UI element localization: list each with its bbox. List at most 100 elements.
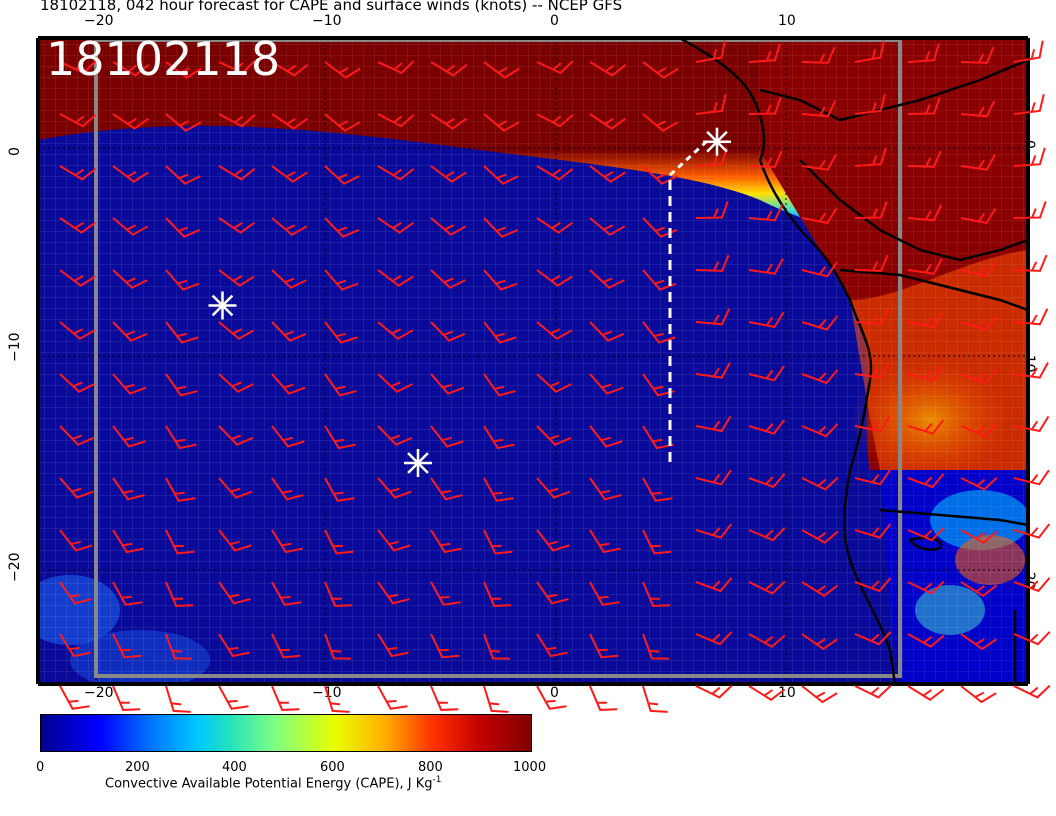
wind-barb <box>59 685 90 710</box>
wind-barb <box>907 150 942 168</box>
wind-barb <box>1013 684 1051 699</box>
wind-barb <box>165 633 192 660</box>
wind-barb <box>748 580 786 595</box>
wind-barb <box>271 529 303 554</box>
lon-tick-top: −20 <box>84 13 114 29</box>
wind-barb <box>430 61 468 77</box>
wind-barb <box>536 529 570 552</box>
wind-barb <box>59 373 95 393</box>
graticule <box>38 38 1028 684</box>
wind-barb <box>165 477 196 502</box>
wind-barb <box>695 147 728 167</box>
wind-barb <box>536 581 569 605</box>
wind-barb <box>59 425 95 446</box>
wind-barb <box>324 581 353 607</box>
wind-barb <box>430 685 459 711</box>
wind-barb <box>112 581 143 606</box>
colorbar-tick: 200 <box>125 760 150 775</box>
coastline <box>679 36 1029 685</box>
wind-barb <box>536 373 572 393</box>
wind-barb <box>695 415 732 433</box>
colorbar-tick: 800 <box>418 760 443 775</box>
wind-barb <box>218 321 255 340</box>
wind-barb <box>748 97 782 115</box>
wind-barb <box>536 685 567 710</box>
wind-barb <box>695 684 733 699</box>
wind-barb <box>218 529 252 552</box>
wind-barb <box>695 631 733 646</box>
wind-barb <box>854 469 891 486</box>
star-marker-2 <box>208 291 237 320</box>
wind-barb <box>960 261 997 278</box>
wind-barb <box>377 60 415 75</box>
wind-barb <box>589 217 626 236</box>
wind-barb <box>165 529 195 555</box>
wind-barb <box>801 423 839 438</box>
wind-barb <box>112 529 144 554</box>
wind-barb <box>377 685 408 710</box>
wind-barb <box>642 217 678 238</box>
wind-barb <box>960 315 998 331</box>
colorbar <box>40 714 532 752</box>
wind-barb <box>377 529 411 552</box>
wind-barb <box>483 217 519 238</box>
wind-barb <box>377 581 410 605</box>
wind-barb <box>165 425 197 450</box>
wind-barb <box>59 321 96 340</box>
wind-barb <box>1013 201 1047 219</box>
wind-barb <box>854 40 885 63</box>
wind-barb <box>907 365 944 382</box>
wind-barb <box>854 308 890 326</box>
wind-barb <box>1013 40 1044 63</box>
map-title: 18102118, 042 hour forecast for CAPE and… <box>40 0 623 14</box>
wind-barb <box>589 321 625 342</box>
wind-barb <box>801 529 839 544</box>
wind-barb <box>483 61 520 79</box>
wind-barb <box>218 477 253 499</box>
wind-barb <box>642 321 676 344</box>
wind-barb <box>589 685 618 711</box>
wind-barb <box>642 685 668 713</box>
wind-barb <box>907 580 945 595</box>
wind-barb <box>695 523 733 539</box>
wind-barb <box>59 217 97 234</box>
wind-barb <box>748 685 786 701</box>
wind-barb <box>536 165 574 181</box>
wind-barb <box>695 362 731 379</box>
wind-barb <box>642 633 669 660</box>
wind-barb <box>324 529 354 555</box>
wind-barb <box>801 476 839 491</box>
wind-barb <box>218 60 256 75</box>
wind-barb <box>165 581 194 607</box>
wind-barb <box>536 425 572 446</box>
wind-barb <box>377 373 413 393</box>
wind-barb <box>589 373 624 395</box>
wind-barb <box>271 581 302 606</box>
wind-barb <box>1013 308 1049 326</box>
wind-barb <box>642 477 673 502</box>
wind-barb <box>271 269 307 289</box>
wind-barb <box>695 201 729 219</box>
wind-barb <box>748 204 784 222</box>
wind-barb <box>377 425 413 446</box>
wind-barb <box>589 165 626 183</box>
wind-barb <box>112 61 150 77</box>
wind-barb <box>801 685 838 704</box>
wind-barb <box>483 425 515 450</box>
wind-barb <box>695 469 732 486</box>
wind-barb <box>165 269 200 291</box>
wind-barb <box>960 369 998 385</box>
wind-barb <box>271 113 309 130</box>
wind-barb <box>589 633 619 659</box>
wind-barb <box>748 527 786 542</box>
wind-barb <box>536 477 571 499</box>
wind-barb <box>589 425 623 448</box>
wind-barb <box>1013 362 1049 379</box>
wind-barb <box>695 40 726 63</box>
wind-barb <box>748 311 785 329</box>
wind-barb <box>112 217 149 236</box>
lon-tick-bottom: 10 <box>778 685 796 701</box>
wind-barb <box>112 425 146 448</box>
wind-barb <box>271 477 304 501</box>
wind-barb <box>1013 147 1046 167</box>
